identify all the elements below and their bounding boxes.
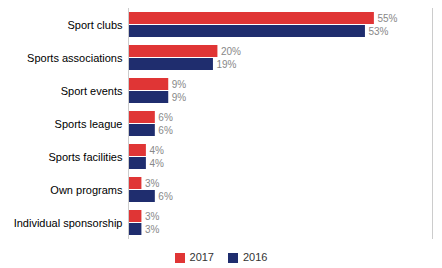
svg-text:Sport clubs: Sport clubs — [67, 19, 123, 31]
svg-text:6%: 6% — [158, 125, 173, 136]
svg-text:6%: 6% — [158, 191, 173, 202]
svg-text:Sports facilities: Sports facilities — [49, 151, 123, 163]
svg-text:Sports league: Sports league — [55, 118, 123, 130]
svg-text:4%: 4% — [149, 145, 164, 156]
svg-text:53%: 53% — [368, 26, 388, 37]
svg-text:20%: 20% — [221, 46, 241, 57]
svg-text:Sports associations: Sports associations — [27, 52, 123, 64]
svg-text:3%: 3% — [145, 224, 160, 235]
svg-text:Individual sponsorship: Individual sponsorship — [14, 217, 123, 229]
svg-text:Sport events: Sport events — [61, 85, 123, 97]
svg-text:19%: 19% — [216, 59, 236, 70]
svg-text:Own programs: Own programs — [50, 184, 123, 196]
svg-text:9%: 9% — [172, 92, 187, 103]
html-text:2016: 2016 — [243, 251, 268, 263]
svg-text:6%: 6% — [158, 112, 173, 123]
svg-text:9%: 9% — [172, 79, 187, 90]
svg-text:3%: 3% — [145, 178, 160, 189]
svg-text:3%: 3% — [145, 211, 160, 222]
svg-text:55%: 55% — [377, 13, 397, 24]
html-text:2017: 2017 — [189, 251, 214, 263]
svg-text:4%: 4% — [149, 158, 164, 169]
